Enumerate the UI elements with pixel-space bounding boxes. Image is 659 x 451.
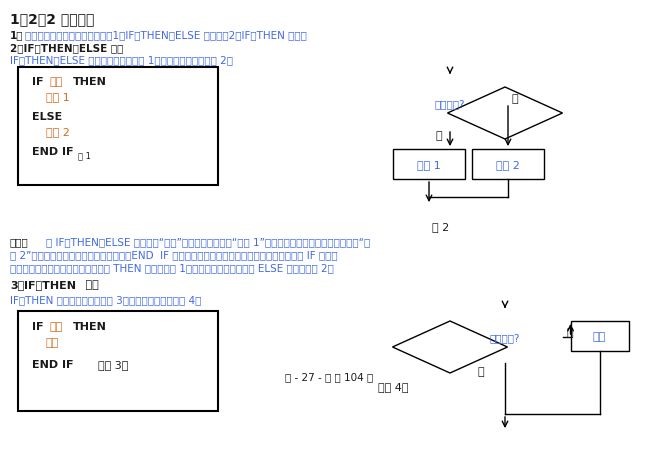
- Bar: [18, 68, 218, 186]
- Text: IF－THEN－ELSE 语句的一般格式为图 1，对应的程序框图为图 2。: IF－THEN－ELSE 语句的一般格式为图 1，对应的程序框图为图 2。: [10, 55, 233, 65]
- Text: 1、: 1、: [10, 30, 24, 40]
- Bar: [18, 311, 218, 411]
- Text: 第 - 27 - 页 共 104 页: 第 - 27 - 页 共 104 页: [285, 371, 373, 381]
- Text: ELSE: ELSE: [32, 112, 62, 122]
- Text: 1．2．2 条件语句: 1．2．2 条件语句: [10, 12, 94, 26]
- Text: 是: 是: [567, 327, 573, 337]
- Text: 条件语句的一般格式有两种：（1）IF－THEN－ELSE 语句；（2）IF－THEN 语句。: 条件语句的一般格式有两种：（1）IF－THEN－ELSE 语句；（2）IF－TH…: [25, 30, 307, 40]
- Text: 图 1: 图 1: [78, 151, 91, 160]
- Text: 件进行判断，如果条件符合，则执行 THEN 后面的语句 1；若条件不符合，则执行 ELSE 后面的语句 2。: 件进行判断，如果条件符合，则执行 THEN 后面的语句 1；若条件不符合，则执行…: [10, 262, 334, 272]
- Text: 语句 1: 语句 1: [417, 160, 441, 170]
- Text: 否: 否: [511, 94, 518, 104]
- Text: （图 4）: （图 4）: [378, 381, 409, 391]
- Text: 语句 2: 语句 2: [46, 127, 70, 137]
- Text: 语句: 语句: [82, 279, 99, 290]
- Bar: [472, 150, 544, 179]
- Text: 2、IF－THEN－ELSE 语句: 2、IF－THEN－ELSE 语句: [10, 43, 123, 53]
- Text: 在 IF－THEN－ELSE 语句中，“条件”表示判断的条件，“语句 1”表示满足条件时执行的操作内容；“语: 在 IF－THEN－ELSE 语句中，“条件”表示判断的条件，“语句 1”表示满…: [46, 236, 370, 246]
- Text: 语句 1: 语句 1: [46, 92, 70, 102]
- Text: 句 2”表示不满足条件时执行的操作内容；END  IF 表示条件语句的结束。计算机在执行时，首先对 IF 后的条: 句 2”表示不满足条件时执行的操作内容；END IF 表示条件语句的结束。计算机…: [10, 249, 337, 259]
- Text: 满足条件?: 满足条件?: [490, 332, 520, 342]
- Text: THEN: THEN: [73, 321, 107, 331]
- Text: 否: 否: [477, 366, 484, 376]
- Text: 分析：: 分析：: [10, 236, 29, 246]
- Bar: [571, 321, 629, 351]
- Text: （图 3）: （图 3）: [98, 359, 129, 369]
- Bar: [393, 150, 465, 179]
- Text: 条件: 条件: [49, 77, 62, 87]
- Text: IF: IF: [32, 321, 43, 331]
- Text: END IF: END IF: [32, 359, 74, 369]
- Text: 语句 2: 语句 2: [496, 160, 520, 170]
- Text: THEN: THEN: [73, 77, 107, 87]
- Text: 满足条件?: 满足条件?: [435, 99, 465, 109]
- Text: 3、: 3、: [10, 279, 24, 290]
- Text: 是: 是: [436, 131, 443, 141]
- Text: IF－THEN 语句的一般格式为图 3，对应的程序框图为图 4。: IF－THEN 语句的一般格式为图 3，对应的程序框图为图 4。: [10, 295, 202, 304]
- Text: 语句: 语句: [593, 331, 606, 341]
- Text: 条件: 条件: [49, 321, 62, 331]
- Text: END IF: END IF: [32, 147, 74, 156]
- Text: IF: IF: [32, 77, 43, 87]
- Text: 图 2: 图 2: [432, 221, 449, 231]
- Text: IF－THEN: IF－THEN: [24, 279, 76, 290]
- Text: 语句: 语句: [46, 337, 59, 347]
